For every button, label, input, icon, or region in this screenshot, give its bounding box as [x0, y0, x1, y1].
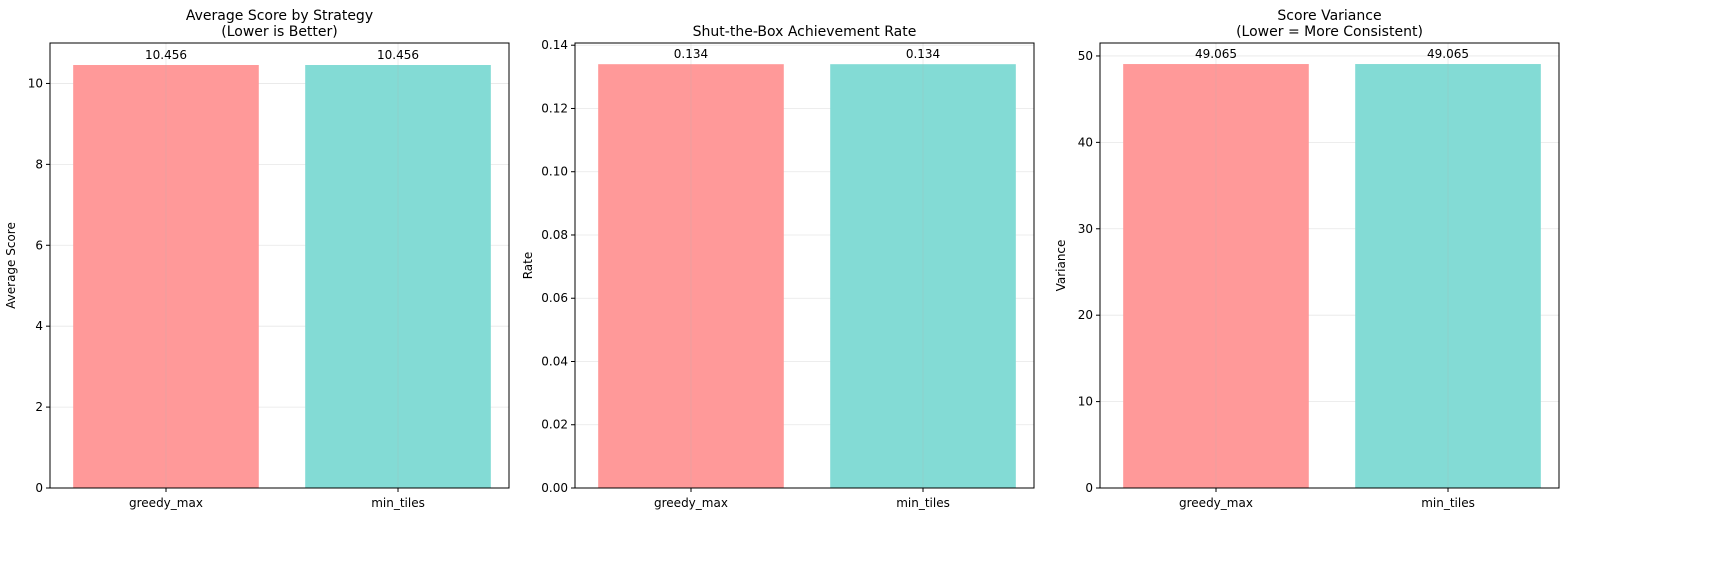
x-tick-label: min_tiles: [371, 496, 425, 510]
y-tick-label: 0.04: [541, 354, 568, 368]
chart-title: Average Score by Strategy: [186, 8, 373, 24]
y-tick-label: 2: [35, 400, 43, 414]
y-axis-label: Variance: [1054, 240, 1068, 292]
value-label: 10.456: [377, 48, 419, 62]
y-tick-label: 20: [1078, 308, 1093, 322]
y-tick-label: 40: [1078, 135, 1093, 149]
y-tick-label: 0.10: [541, 165, 568, 179]
y-tick-label: 0.12: [541, 101, 568, 115]
chart-panel-2: 0.00 0.02 0.04 0.06 0.08 0.10 0.12 0.14 greedy_m…: [521, 24, 1035, 510]
y-tick-label: 8: [35, 157, 43, 171]
value-label: 49.065: [1427, 47, 1469, 61]
chart-panel-1: 0 2 4 6 8 10 greedy_max min_tiles 10.456 10.456 Av…: [4, 8, 510, 510]
value-label: 10.456: [145, 48, 187, 62]
y-tick-label: 0.06: [541, 291, 568, 305]
bar-min-tiles: [1355, 64, 1541, 489]
y-tick-label: 10: [28, 76, 43, 90]
axes-frame: [574, 42, 1035, 489]
x-tick-label: min_tiles: [1421, 496, 1475, 510]
x-tick-label: greedy_max: [654, 496, 728, 510]
value-label: 0.134: [674, 47, 708, 61]
y-tick-label: 0.08: [541, 228, 568, 242]
y-axis-label: Average Score: [4, 222, 18, 309]
y-tick-label: 0: [35, 481, 43, 495]
axes-frame: [49, 42, 510, 489]
chart-title: (Lower is Better): [221, 24, 338, 40]
chart-title: (Lower = More Consistent): [1236, 24, 1423, 40]
bar-greedy-max: [1123, 64, 1309, 489]
x-tick-label: greedy_max: [1179, 496, 1253, 510]
x-tick-label: min_tiles: [896, 496, 950, 510]
value-label: 49.065: [1195, 47, 1237, 61]
axes-frame: [1099, 42, 1560, 489]
y-tick-label: 0.00: [541, 481, 568, 495]
y-tick-label: 4: [35, 319, 43, 333]
y-tick-label: 0.14: [541, 38, 568, 52]
y-tick-label: 10: [1078, 395, 1093, 409]
value-label: 0.134: [906, 47, 940, 61]
chart-panel-3: 0 10 20 30 40 50 greedy_max min_tiles 49.065 49.0…: [1054, 8, 1560, 510]
y-tick-label: 0: [1085, 481, 1093, 495]
bar-min-tiles: [305, 65, 491, 489]
chart-title: Score Variance: [1277, 8, 1381, 24]
bar-min-tiles: [830, 64, 1016, 488]
y-tick-label: 30: [1078, 222, 1093, 236]
bar-greedy-max: [598, 64, 784, 488]
y-tick-label: 0.02: [541, 418, 568, 432]
y-axis-label: Rate: [521, 252, 535, 280]
chart-title: Shut-the-Box Achievement Rate: [693, 24, 917, 40]
y-tick-label: 50: [1078, 49, 1093, 63]
x-tick-label: greedy_max: [129, 496, 203, 510]
y-tick-label: 6: [35, 238, 43, 252]
bar-greedy-max: [73, 65, 259, 489]
